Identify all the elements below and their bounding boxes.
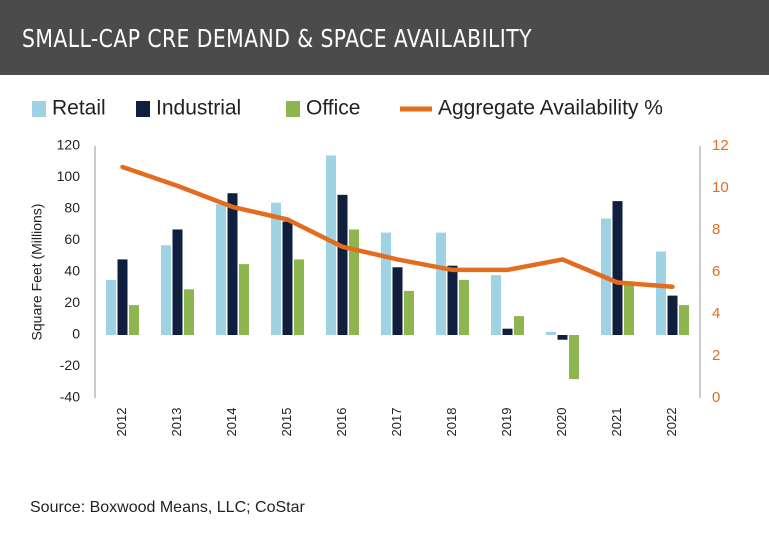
y2-tick-label: 4 (712, 305, 720, 322)
source: Source: Boxwood Means, LLC; CoStar (30, 499, 305, 516)
y-tick-label: -40 (60, 389, 80, 405)
x-tick-label: 2022 (664, 408, 679, 437)
bar (381, 232, 391, 335)
bar (271, 202, 281, 335)
bar (349, 229, 359, 335)
bar (546, 331, 556, 335)
y-tick-label: 40 (64, 263, 80, 279)
y-tick-label: 60 (64, 231, 80, 247)
legend-label: Aggregate Availability % (438, 97, 663, 120)
y-tick-label: 120 (57, 137, 81, 153)
bar (392, 267, 403, 335)
x-tick-label: 2021 (609, 408, 624, 437)
bar (569, 335, 579, 380)
x-tick-label: 2018 (444, 408, 459, 437)
x-tick-label: 2013 (169, 408, 184, 437)
bar (161, 245, 171, 335)
y2-tick-label: 0 (712, 389, 720, 406)
x-tick-label: 2019 (499, 408, 514, 437)
bar (447, 265, 458, 335)
x-tick-label: 2016 (334, 408, 349, 437)
y-tick-label: -20 (60, 357, 80, 373)
bar (216, 204, 226, 335)
y-axis-label: Square Feet (Millions) (29, 204, 45, 341)
bar (502, 328, 513, 335)
y-tick-label: 100 (57, 168, 81, 184)
y2-tick-label: 12 (712, 137, 729, 154)
y-tick-label: 20 (64, 294, 80, 310)
y-tick-label: 80 (64, 200, 80, 216)
y2-tick-label: 2 (712, 347, 720, 364)
legend-swatch (32, 101, 46, 117)
legend-swatch (286, 101, 300, 117)
header-bar (0, 0, 769, 75)
bar (667, 295, 678, 335)
bar (624, 284, 634, 335)
bar (117, 259, 128, 335)
y2-tick-label: 6 (712, 263, 720, 280)
legend-swatch (136, 101, 150, 117)
y-tick-label: 0 (72, 326, 80, 342)
legend-label: Office (306, 97, 360, 120)
bar (656, 251, 666, 335)
bar (514, 316, 524, 335)
legend-label: Industrial (156, 97, 241, 120)
bar (404, 290, 414, 335)
bar (282, 221, 293, 335)
bar (129, 305, 139, 335)
bar (172, 229, 183, 335)
bar (239, 264, 249, 335)
bar (459, 279, 469, 335)
chart-title: SMALL-CAP CRE DEMAND & SPACE AVAILABILIT… (22, 24, 532, 53)
legend-label: Retail (52, 97, 106, 120)
x-tick-label: 2014 (224, 408, 239, 437)
x-tick-label: 2015 (279, 408, 294, 437)
bar (679, 305, 689, 335)
y2-tick-label: 10 (712, 179, 729, 196)
bar (184, 289, 194, 335)
bar (337, 194, 348, 335)
y2-tick-label: 8 (712, 221, 720, 238)
line (120, 164, 675, 289)
bar (436, 232, 446, 335)
bar (612, 201, 623, 335)
bar (106, 279, 116, 335)
bar (294, 259, 304, 335)
x-tick-label: 2017 (389, 408, 404, 437)
bar (491, 275, 501, 335)
x-tick-label: 2012 (114, 408, 129, 437)
bar (227, 193, 238, 335)
x-tick-label: 2020 (554, 408, 569, 437)
bar (326, 155, 336, 335)
bar (557, 335, 568, 340)
